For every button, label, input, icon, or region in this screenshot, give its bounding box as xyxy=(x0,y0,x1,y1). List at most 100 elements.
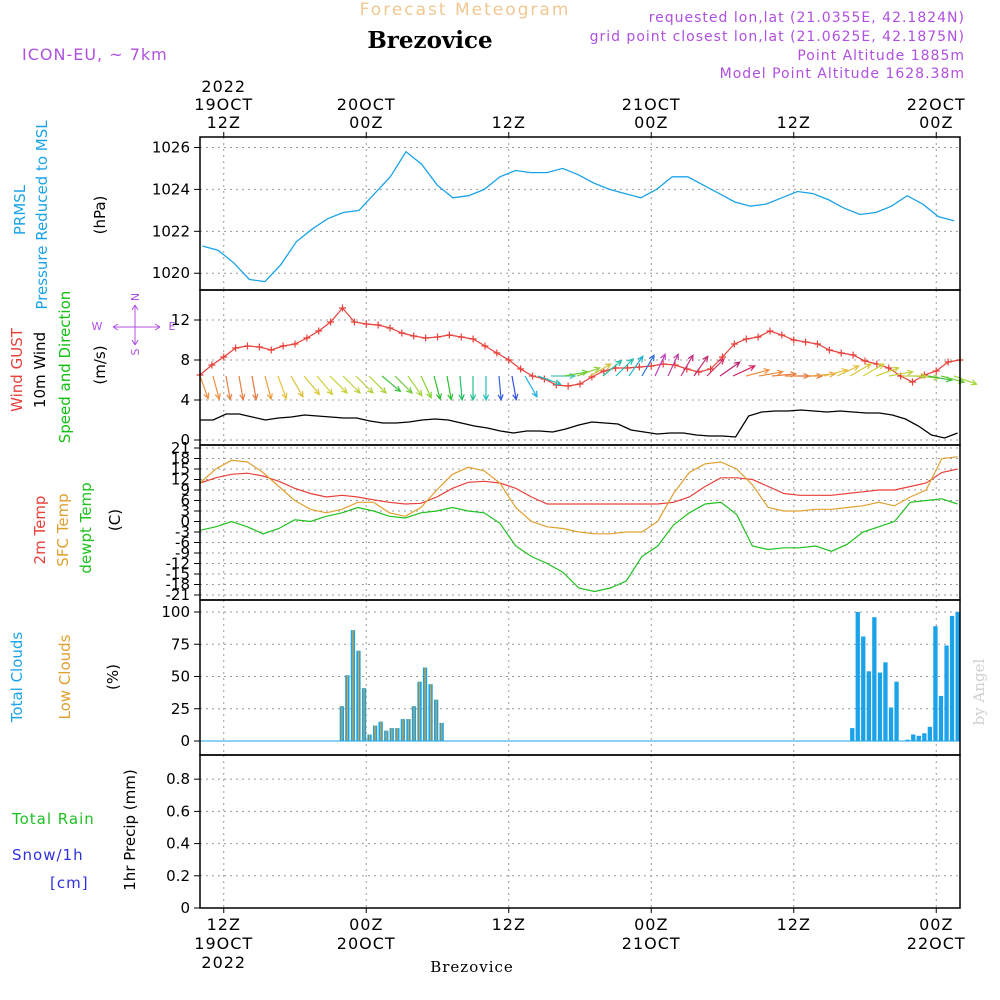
wind-direction-arrow xyxy=(628,355,644,377)
wind-gust-point xyxy=(244,342,251,350)
compass-north: N xyxy=(129,293,142,301)
total-cloud-bar xyxy=(888,707,894,741)
temp-tick-label: 9 xyxy=(180,481,190,499)
top-time-label: 00Z xyxy=(919,113,953,132)
low-cloud-bar xyxy=(424,667,426,741)
low-cloud-bar xyxy=(441,722,443,741)
wind-10m-label: 10m Wind xyxy=(31,332,49,408)
temp-unit-label: (C) xyxy=(106,509,124,531)
precip-tick-label: 0.6 xyxy=(166,802,190,820)
precip-tick-label: 0.8 xyxy=(166,770,190,788)
snow-unit-legend: [cm] xyxy=(50,874,89,892)
wind-direction-arrow xyxy=(953,375,978,386)
wind-direction-arrow xyxy=(238,375,246,401)
precip-panel-labels: 1hr Precip (mm) Total Rain Snow/1h [cm] xyxy=(11,769,139,892)
clouds-tick-label: 25 xyxy=(171,700,190,718)
wind-gust-point xyxy=(909,378,916,386)
temp-tick-label: 0 xyxy=(180,513,190,531)
wind-gust-point xyxy=(339,304,346,312)
temp-tick-label: -9 xyxy=(175,544,190,562)
wind-gust-point xyxy=(232,344,240,352)
model-label: ICON-EU, ~ 7km xyxy=(22,45,168,64)
low-cloud-bar xyxy=(380,721,382,741)
low-cloud-bar xyxy=(402,719,404,741)
low-cloud-bar xyxy=(346,675,348,741)
total-cloud-bar xyxy=(883,662,888,741)
wind-tick-label: 0 xyxy=(180,431,190,449)
wind-gust-point xyxy=(635,363,643,371)
low-cloud-bar xyxy=(369,734,371,741)
wind-gust-point xyxy=(255,343,263,351)
wind-direction-arrow xyxy=(446,375,454,401)
low-cloud-bar xyxy=(435,699,437,741)
wind-direction-arrow xyxy=(277,375,288,400)
compass-south: S xyxy=(129,348,142,355)
wind-direction-arrow xyxy=(589,363,612,377)
temp-tick-label: -18 xyxy=(166,576,191,594)
wind-gust-point xyxy=(445,331,453,339)
total-cloud-bar xyxy=(850,728,855,741)
bottom-time-label: 19OCT xyxy=(194,934,253,953)
wind-direction-arrow xyxy=(849,363,872,377)
wind-gust-point xyxy=(790,336,798,344)
total-clouds-label: Total Clouds xyxy=(8,632,26,724)
wind-gust-point xyxy=(279,342,287,350)
bottom-time-label: 00Z xyxy=(919,915,953,934)
wind-direction-arrow xyxy=(654,352,666,377)
clouds-tick-label: 100 xyxy=(161,603,190,621)
wind-gust-point xyxy=(374,321,382,329)
low-clouds-label: Low Clouds xyxy=(56,634,74,719)
wind-gust-point xyxy=(457,333,465,341)
temp-tick-label: 18 xyxy=(171,450,190,468)
bottom-time-label: 22OCT xyxy=(907,934,966,953)
wind-gust-point xyxy=(849,351,857,359)
wind-gust-point xyxy=(742,335,750,343)
bottom-time-label: 21OCT xyxy=(622,934,681,953)
panel-frames xyxy=(199,136,961,909)
clouds-tick-label: 0 xyxy=(180,732,190,750)
wind-direction-arrow xyxy=(875,366,900,377)
top-time-label: 20OCT xyxy=(337,95,396,114)
wind-gust-point xyxy=(505,356,513,364)
wind-gust-point xyxy=(517,365,525,373)
total-cloud-bar xyxy=(938,695,944,741)
wind-direction-arrow xyxy=(264,375,273,401)
wind-direction-arrow xyxy=(407,375,423,397)
wind-gust-point xyxy=(814,340,821,348)
wind-direction-arrow xyxy=(482,376,490,402)
total-cloud-bar xyxy=(916,735,921,741)
wind-gust-point xyxy=(529,372,536,380)
bottom-time-label: 12Z xyxy=(207,915,241,934)
wind-direction-arrow xyxy=(316,375,334,396)
wind-gust-point xyxy=(434,333,441,341)
axis-ticks: 102610241022102012840211815129630-3-6-9-… xyxy=(152,138,200,917)
low-cloud-bar xyxy=(357,650,360,741)
clouds-tick-label: 50 xyxy=(171,668,190,686)
temp-tick-label: -12 xyxy=(166,555,191,573)
wind-unit-label: (m/s) xyxy=(91,345,109,384)
low-cloud-bar xyxy=(374,725,376,741)
wind-gust-point xyxy=(885,364,893,372)
wind-direction-arrow xyxy=(758,369,785,377)
wind-gust-point xyxy=(422,334,430,342)
footer-station: Brezovice xyxy=(430,958,514,976)
wind-gust-point xyxy=(624,364,631,372)
sfc-temp-label: SFC Temp xyxy=(54,493,72,566)
wind-direction-arrow xyxy=(836,365,861,377)
point-altitude: Point Altitude 1885m xyxy=(797,48,965,64)
top-time-label: 12Z xyxy=(492,113,526,132)
total-cloud-bar xyxy=(861,636,866,741)
wind-gust-point xyxy=(576,380,584,388)
wind-direction-arrow xyxy=(394,375,413,394)
top-time-label: 12Z xyxy=(207,113,241,132)
dewpt-label: dewpt Temp xyxy=(77,482,95,573)
low-cloud-bar xyxy=(396,728,398,741)
bottom-time-label: 20OCT xyxy=(337,934,396,953)
temp-panel-labels: 2m Temp SFC Temp dewpt Temp (C) xyxy=(31,482,124,573)
wind-direction-arrow xyxy=(199,375,210,400)
low-cloud-bar xyxy=(413,706,415,741)
low-cloud-bar xyxy=(391,728,393,741)
wind-gust-point xyxy=(932,367,940,375)
wind-gust-point xyxy=(754,333,762,341)
precip-tick-label: 0 xyxy=(180,899,190,917)
